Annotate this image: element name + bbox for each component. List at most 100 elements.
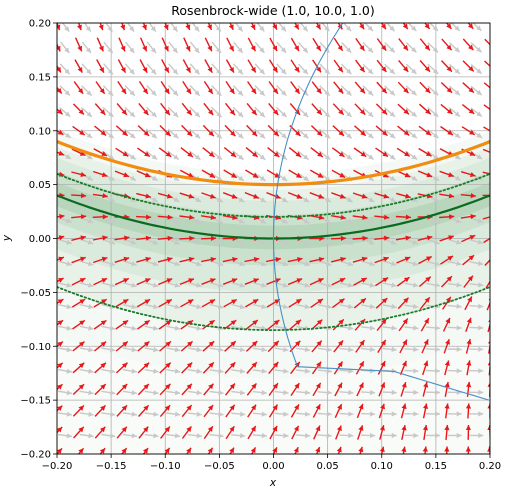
field-arrow-gray [317, 282, 332, 288]
field-arrow-gray [469, 368, 484, 374]
field-arrow-gray [145, 128, 158, 139]
field-arrow [203, 102, 214, 116]
x-tick-label: −0.10 [150, 461, 181, 472]
field-arrow-gray [491, 218, 504, 223]
field-arrow [226, 37, 235, 52]
field-arrow [245, 319, 259, 330]
field-arrow-gray [187, 368, 202, 374]
field-arrow-gray [254, 63, 266, 75]
field-arrow [207, 447, 214, 454]
field-arrow [139, 59, 148, 74]
field-arrow-gray [213, 23, 222, 32]
field-arrow [336, 446, 342, 454]
field-arrow-gray [491, 325, 505, 330]
field-arrow-gray [188, 260, 202, 267]
field-arrow [136, 235, 152, 241]
field-arrow-gray [254, 106, 266, 118]
field-arrow [397, 81, 410, 94]
field-arrow-gray [427, 107, 439, 118]
field-arrow [137, 383, 150, 396]
field-arrow-gray [276, 85, 287, 97]
field-arrow-gray [232, 106, 244, 118]
field-arrow [77, 447, 85, 454]
field-arrow [440, 103, 453, 115]
field-arrow-gray [233, 41, 244, 54]
field-arrow [72, 405, 85, 417]
field-arrow [465, 446, 471, 454]
field-arrow-gray [166, 368, 181, 374]
field-arrow-gray [274, 368, 289, 374]
field-arrow [161, 37, 169, 52]
field-arrow-gray [105, 23, 114, 33]
field-arrow-gray [297, 150, 310, 161]
field-arrow-gray [79, 282, 94, 288]
field-arrow-gray [123, 150, 137, 160]
field-arrow-gray [362, 128, 374, 139]
field-arrow-gray [122, 433, 137, 439]
field-arrow-gray [209, 433, 224, 439]
field-arrow [461, 234, 476, 243]
field-arrow [334, 382, 343, 397]
field-arrow [245, 147, 259, 158]
field-arrow-gray [361, 260, 376, 267]
field-arrow-gray [447, 303, 462, 309]
field-arrow [419, 296, 431, 310]
field-arrow-gray [493, 43, 503, 52]
field-arrow [181, 102, 193, 116]
field-arrow-gray [317, 346, 332, 353]
y-tick-label: −0.15 [20, 396, 51, 407]
field-arrow-gray [252, 282, 267, 288]
field-arrow [267, 124, 280, 137]
field-arrow [137, 362, 150, 374]
field-arrow [138, 102, 149, 116]
field-arrow [312, 382, 322, 397]
field-arrow-gray [191, 23, 200, 32]
field-arrow [57, 319, 64, 326]
field-arrow [377, 339, 387, 353]
field-arrow-gray [296, 347, 311, 353]
field-arrow [483, 237, 490, 244]
field-arrow-gray [210, 150, 223, 161]
field-arrow [246, 102, 258, 116]
field-arrow [487, 360, 490, 376]
field-arrow-gray [470, 63, 483, 75]
field-arrow-gray [296, 304, 311, 310]
field-arrow-gray [210, 455, 224, 460]
field-arrow [400, 403, 407, 419]
field-arrow-gray [469, 260, 484, 266]
field-arrow [57, 108, 63, 115]
field-arrow [356, 382, 364, 397]
field-arrow-gray [364, 23, 374, 32]
field-arrow-gray [274, 433, 289, 439]
field-arrow [94, 125, 107, 137]
field-arrow [402, 23, 409, 30]
field-arrow [375, 297, 388, 309]
field-arrow [229, 447, 235, 454]
field-arrow-gray [122, 303, 137, 310]
field-arrow-gray [492, 108, 503, 116]
field-arrow [57, 298, 64, 304]
field-arrow [159, 404, 171, 418]
field-arrow-gray [492, 130, 503, 138]
field-arrow [202, 361, 215, 374]
field-arrow-gray [448, 129, 461, 139]
field-arrow [309, 277, 324, 286]
field-arrow [315, 446, 321, 454]
field-arrow-gray [144, 347, 159, 353]
field-arrow-gray [318, 455, 332, 460]
field-arrow-gray [167, 150, 180, 161]
field-arrow [72, 383, 85, 396]
field-arrow [117, 81, 127, 95]
field-arrow [160, 102, 171, 116]
y-tick-label: −0.05 [20, 288, 51, 299]
field-arrow [159, 362, 172, 374]
y-tick-label: −0.20 [20, 450, 51, 461]
field-arrow [444, 446, 450, 454]
field-arrow-gray [469, 346, 484, 352]
field-arrow-gray [209, 390, 224, 396]
vector-field [57, 23, 505, 460]
field-arrow [439, 235, 455, 242]
field-arrow-gray [144, 368, 159, 374]
field-arrow [396, 276, 410, 287]
field-arrow-gray [447, 346, 462, 352]
